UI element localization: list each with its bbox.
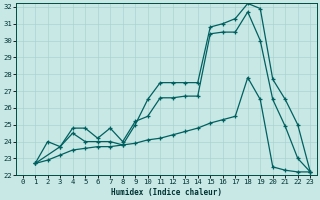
X-axis label: Humidex (Indice chaleur): Humidex (Indice chaleur) xyxy=(111,188,222,197)
